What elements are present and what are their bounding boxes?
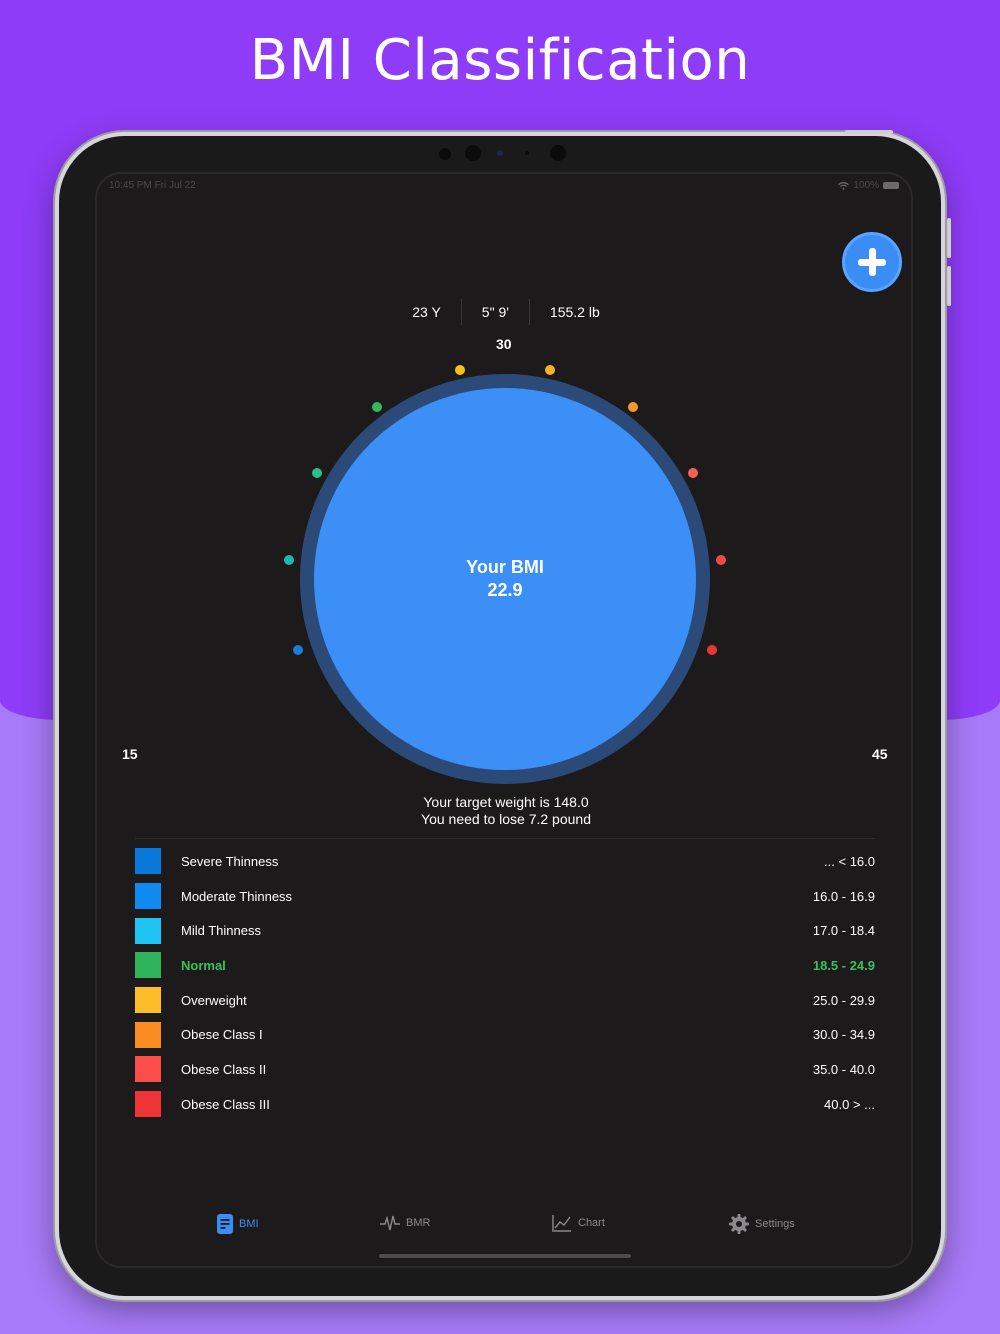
add-entry-button[interactable]: [842, 232, 902, 292]
proximity-sensor: [550, 145, 566, 161]
target-weight-text: Your target weight is 148.0 You need to …: [97, 794, 911, 828]
bmi-title: Your BMI: [466, 557, 544, 577]
stat-age[interactable]: 23 Y: [412, 304, 441, 320]
category-range: 16.0 - 16.9: [812, 888, 875, 904]
category-name: Severe Thinness: [181, 853, 279, 869]
tab-label: BMR: [406, 1217, 431, 1229]
camera-flash-sensor: [497, 150, 503, 156]
tab-bar: BMI BMR Chart: [97, 1214, 911, 1248]
gauge-min-label: 15: [122, 746, 138, 762]
category-swatch: [135, 1021, 161, 1048]
divider: [135, 838, 875, 839]
line-chart-icon: [552, 1215, 571, 1232]
category-swatch: [135, 917, 161, 944]
gauge-tick-dot: [372, 402, 382, 412]
category-name: Moderate Thinness: [181, 888, 293, 904]
gauge-tick-dot: [455, 365, 465, 375]
category-range: 40.0 > ...: [824, 1096, 875, 1112]
gauge-tick-dot: [716, 555, 726, 565]
front-camera: [465, 145, 481, 161]
gauge-tick-dot: [293, 645, 303, 655]
battery-percent: 100%: [853, 180, 879, 191]
gauge-tick-dot: [312, 468, 322, 478]
category-range: 30.0 - 34.9: [812, 1027, 875, 1043]
category-range: 17.0 - 18.4: [812, 923, 875, 939]
category-row: Overweight 25.0 - 29.9: [135, 983, 875, 1018]
category-row-current: Normal 18.5 - 24.9: [135, 948, 875, 983]
power-button: [845, 130, 893, 134]
gauge-tick-dot: [628, 402, 638, 412]
volume-button-bottom: [947, 266, 951, 306]
tab-bmr[interactable]: BMR: [380, 1214, 430, 1232]
gauge-tick-dot: [688, 468, 698, 478]
bmi-gauge-disc[interactable]: Your BMI 22.9: [314, 388, 696, 770]
home-indicator[interactable]: [379, 1254, 631, 1258]
gauge-tick-dot: [284, 555, 294, 565]
tab-label: BMI: [239, 1218, 259, 1230]
tab-label: Chart: [578, 1217, 605, 1229]
category-name: Obese Class II: [181, 1061, 267, 1077]
category-name: Normal: [181, 957, 226, 973]
category-swatch: [135, 848, 161, 875]
status-time: 10:45 PM Fri Jul 22: [109, 180, 196, 191]
stat-height[interactable]: 5" 9': [460, 299, 529, 325]
page-headline: BMI Classification: [249, 28, 751, 93]
stat-weight[interactable]: 155.2 lb: [528, 299, 620, 325]
status-battery: 100%: [838, 180, 899, 191]
ambient-sensor: [525, 151, 529, 155]
volume-button-top: [947, 218, 951, 258]
category-range: 35.0 - 40.0: [812, 1061, 875, 1077]
category-swatch: [135, 952, 161, 979]
category-row: Moderate Thinness 16.0 - 16.9: [135, 879, 875, 914]
app-screen: 10:45 PM Fri Jul 22 100% 23 Y 5" 9' 155.…: [95, 172, 913, 1268]
weight-to-lose-line: You need to lose 7.2 pound: [421, 811, 591, 827]
category-swatch: [135, 1056, 161, 1083]
gauge-top-label: 30: [496, 336, 512, 352]
bmi-value: 22.9: [487, 580, 523, 600]
front-sensor: [439, 148, 451, 160]
bmi-category-list: Severe Thinness ... < 16.0 Moderate Thin…: [135, 844, 875, 1122]
category-name: Mild Thinness: [181, 923, 261, 939]
category-name: Overweight: [181, 992, 247, 1008]
tab-bmi[interactable]: BMI: [217, 1214, 259, 1234]
tab-settings[interactable]: Settings: [729, 1214, 795, 1234]
tablet-frame: 10:45 PM Fri Jul 22 100% 23 Y 5" 9' 155.…: [55, 130, 951, 1300]
pulse-icon: [380, 1215, 400, 1231]
battery-icon: [883, 182, 899, 189]
gear-icon: [729, 1214, 749, 1234]
category-name: Obese Class III: [181, 1096, 270, 1112]
category-row: Severe Thinness ... < 16.0: [135, 844, 875, 879]
category-row: Obese Class III 40.0 > ...: [135, 1087, 875, 1122]
category-swatch: [135, 883, 161, 910]
category-range: ... < 16.0: [824, 853, 875, 869]
category-swatch: [135, 987, 161, 1014]
document-icon: [217, 1214, 233, 1234]
bmi-gauge-ring: Your BMI 22.9: [300, 374, 710, 784]
target-weight-line: Your target weight is 148.0: [423, 794, 589, 810]
profile-stats: 23 Y 5" 9' 155.2 lb: [97, 299, 911, 325]
category-name: Obese Class I: [181, 1027, 263, 1043]
gauge-tick-dot: [707, 645, 717, 655]
category-range: 25.0 - 29.9: [812, 992, 875, 1008]
gauge-tick-dot: [545, 365, 555, 375]
category-swatch: [135, 1091, 161, 1118]
category-row: Obese Class I 30.0 - 34.9: [135, 1017, 875, 1052]
wifi-icon: [838, 181, 850, 190]
category-row: Obese Class II 35.0 - 40.0: [135, 1052, 875, 1087]
gauge-max-label: 45: [872, 746, 888, 762]
tab-label: Settings: [755, 1218, 795, 1230]
category-range: 18.5 - 24.9: [812, 957, 875, 973]
tab-chart[interactable]: Chart: [552, 1214, 605, 1232]
category-row: Mild Thinness 17.0 - 18.4: [135, 913, 875, 948]
